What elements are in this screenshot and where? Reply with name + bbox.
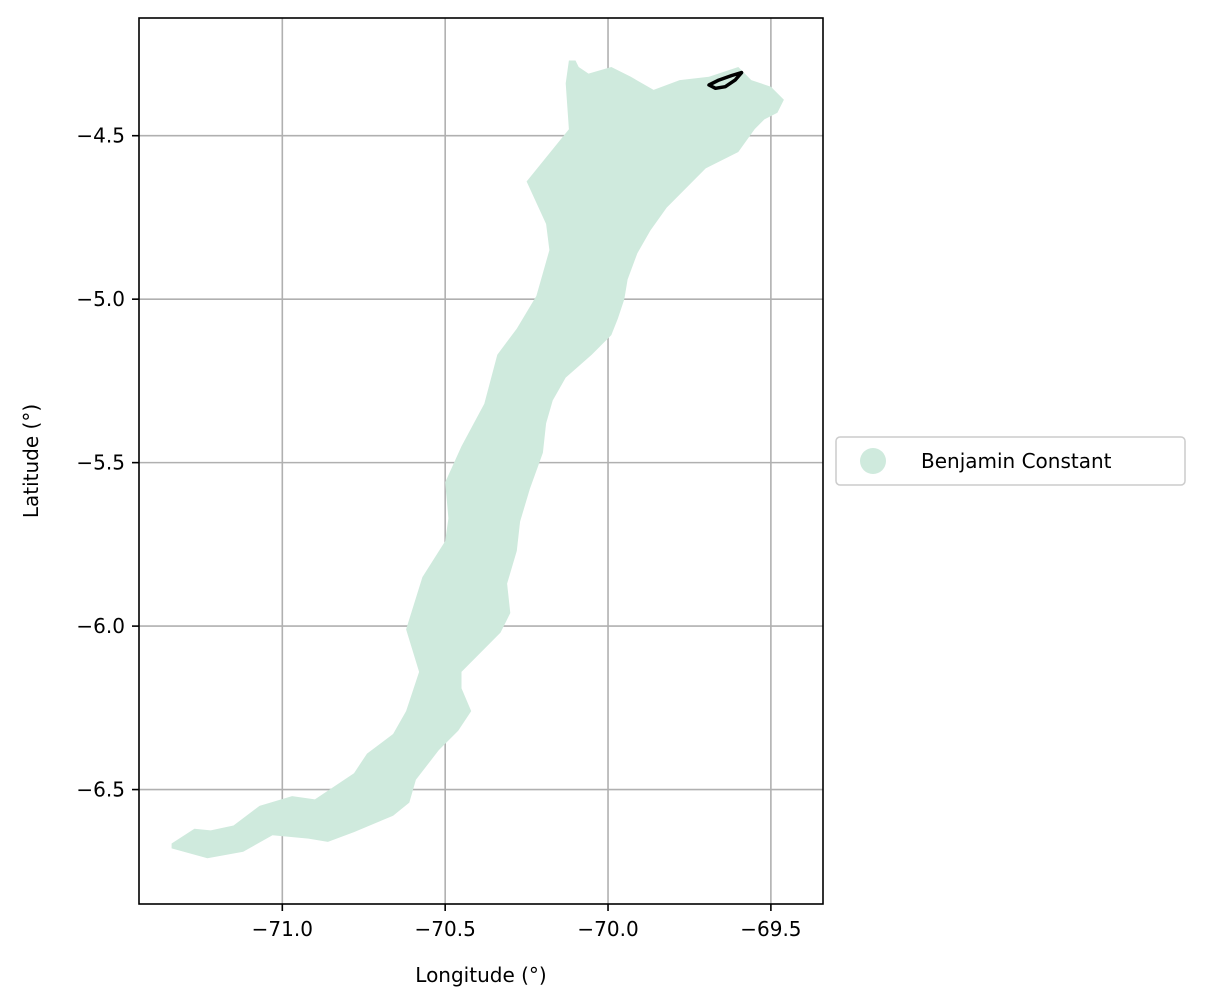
y-tick-label: −6.0	[76, 614, 125, 638]
y-axis-ticks: −4.5 −5.0 −5.5 −6.0 −6.5	[76, 124, 139, 802]
x-tick-label: −69.5	[740, 917, 801, 941]
legend-box	[835, 436, 1186, 486]
y-tick-label: −6.5	[76, 778, 125, 802]
map-outlines	[707, 70, 744, 91]
map-regions	[171, 60, 784, 859]
legend: Benjamin Constant	[835, 436, 1186, 486]
x-tick-label: −70.0	[577, 917, 638, 941]
x-axis-ticks: −71.0 −70.5 −70.0 −69.5	[252, 904, 802, 941]
y-tick-label: −5.0	[76, 287, 125, 311]
x-tick-label: −71.0	[252, 917, 313, 941]
black-outline-shape	[707, 70, 744, 91]
x-axis-label: Longitude (°)	[415, 963, 546, 987]
y-axis-label: Latitude (°)	[19, 404, 43, 518]
x-tick-label: −70.5	[415, 917, 476, 941]
region-benjamin-constant	[171, 60, 784, 859]
y-tick-label: −4.5	[76, 124, 125, 148]
plot-frame	[138, 17, 824, 905]
y-tick-label: −5.5	[76, 451, 125, 475]
legend-label: Benjamin Constant	[921, 449, 1112, 473]
legend-marker	[860, 448, 886, 474]
